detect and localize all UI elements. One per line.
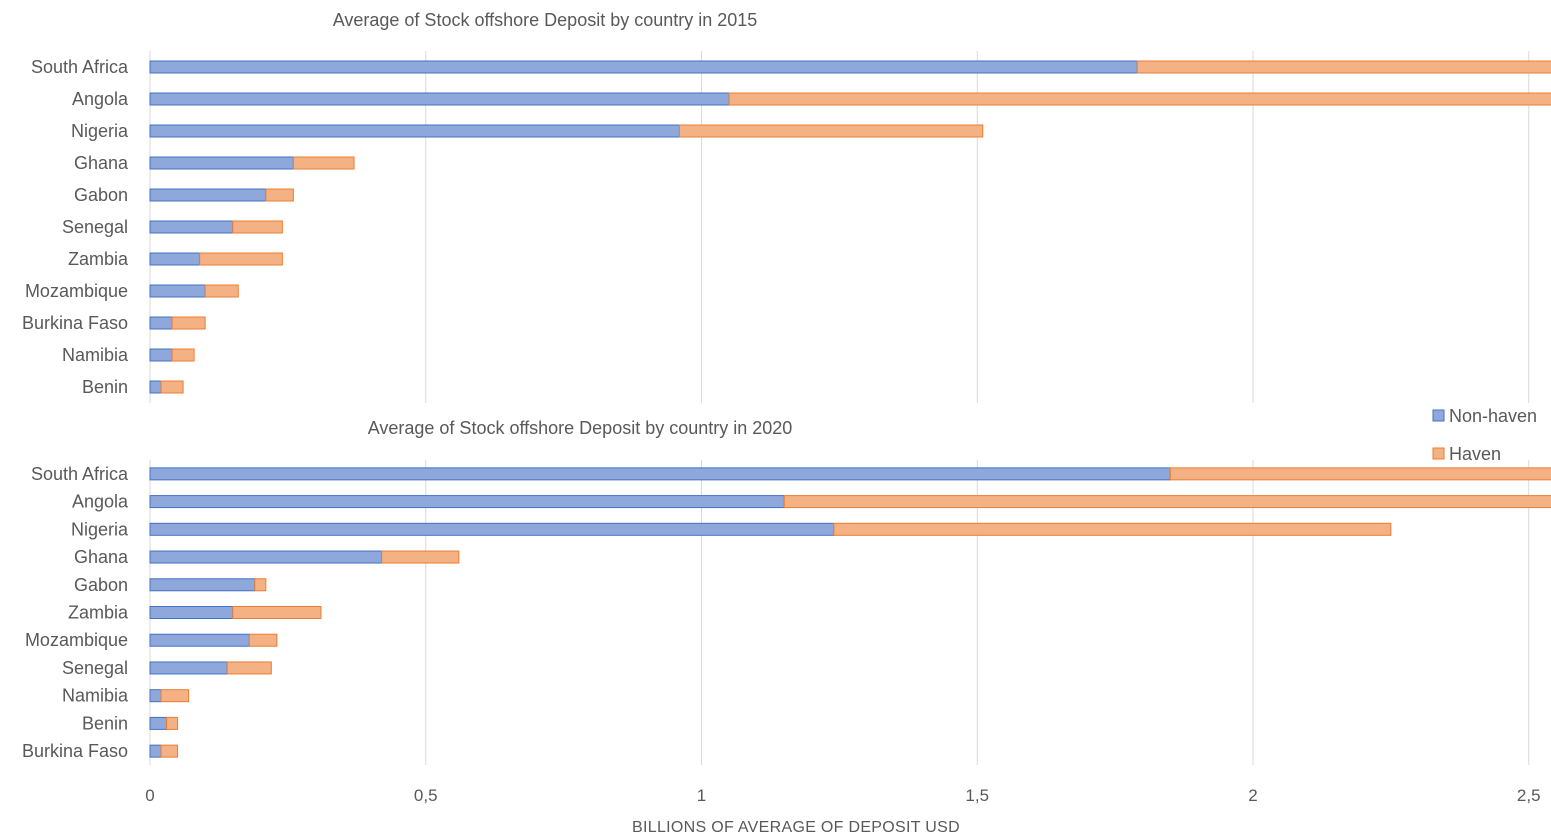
category-label-2020-gabon: Gabon [74,575,128,595]
bar-2015-gabon-non-haven [149,188,267,202]
bar-2020-namibia-haven [160,689,190,703]
bar-2020-gabon-haven [254,578,267,592]
bar-2020-zambia-haven [232,606,322,619]
category-label-2015-burkina-faso: Burkina Faso [22,313,128,333]
x-tick-label-2: 1 [697,786,706,805]
bar-2015-namibia-haven [171,348,195,362]
x-tick-label-1: 0,5 [414,786,438,805]
bar-2020-ghana-non-haven [149,550,383,564]
category-label-2015-angola: Angola [72,89,129,109]
bar-2020-senegal-haven [226,661,272,675]
bar-2015-senegal-non-haven [149,220,234,234]
bar-2020-angola-haven [783,495,1551,509]
bar-2015-mozambique-non-haven [149,284,206,298]
chart-panel-2015: Average of Stock offshore Deposit by cou… [22,10,1551,403]
category-label-2020-benin: Benin [82,713,128,733]
x-tick-label-5: 2,5 [1517,786,1541,805]
bar-2015-benin-haven [160,380,184,394]
bar-2015-south-africa-haven [1136,60,1551,74]
category-label-2020-ghana: Ghana [74,547,129,567]
bar-2015-burkina-faso-haven [171,316,206,330]
legend-item-haven: Haven [1432,444,1501,464]
bar-2020-mozambique-non-haven [149,633,250,647]
bar-2020-angola-non-haven [149,495,785,509]
category-labels-2015: South Africa Angola Nigeria Ghana Gabon Seneg… [22,57,129,397]
category-label-2020-mozambique: Mozambique [25,630,128,650]
bars-2015 [149,60,1551,394]
category-label-2020-namibia: Namibia [62,686,129,706]
category-label-2015-benin: Benin [82,377,128,397]
bar-2015-ghana-non-haven [149,156,294,170]
bar-2020-burkina-faso-non-haven [149,744,162,758]
category-label-2020-burkina-faso: Burkina Faso [22,741,128,761]
bar-2015-gabon-haven [265,188,294,202]
bar-2015-angola-non-haven [149,92,730,106]
bar-2020-nigeria-haven [833,522,1392,536]
chart-title-2015: Average of Stock offshore Deposit by cou… [333,10,758,30]
category-label-2015-zambia: Zambia [68,249,129,269]
bar-2015-zambia-haven [199,252,283,266]
bar-2020-mozambique-haven [248,633,278,647]
bars-2020 [149,467,1551,758]
category-label-2015-ghana: Ghana [74,153,129,173]
bar-2015-south-africa-non-haven [149,60,1138,74]
category-label-2020-angola: Angola [72,492,129,512]
bar-2020-senegal-non-haven [149,661,228,675]
legend-swatch-haven [1432,447,1445,460]
category-label-2020-south-africa: South Africa [31,464,129,484]
category-labels-2020: South Africa Angola Nigeria Ghana Gabon Zambi… [22,464,129,761]
x-tick-label-4: 2 [1248,786,1257,805]
category-label-2020-nigeria: Nigeria [71,519,129,539]
bar-2015-burkina-faso-non-haven [149,316,173,330]
category-label-2015-south-africa: South Africa [31,57,129,77]
bar-2020-south-africa-non-haven [149,467,1171,481]
x-tick-label-0: 0 [145,786,154,805]
bar-2015-nigeria-haven [678,124,984,138]
legend: Non-haven Haven [1432,406,1537,464]
x-axis-title: BILLIONS OF AVERAGE OF DEPOSIT USD [632,819,960,835]
legend-swatch-non-haven [1432,409,1445,422]
legend-item-non-haven: Non-haven [1432,406,1537,426]
bar-2020-ghana-haven [381,550,460,564]
bar-2015-senegal-haven [232,220,283,234]
x-tick-label-3: 1,5 [965,786,989,805]
gridlines-2015 [149,51,1530,403]
bar-2015-zambia-non-haven [149,252,201,266]
legend-label-haven: Haven [1449,444,1501,464]
bar-2020-benin-haven [166,716,179,730]
x-axis-tick-labels: 00,511,522,533,544,5 [145,786,1541,805]
bar-2020-zambia-non-haven [149,606,234,619]
chart-title-2020: Average of Stock offshore Deposit by cou… [368,418,793,438]
bar-2020-burkina-faso-haven [160,744,179,758]
bar-2020-south-africa-haven [1169,467,1551,481]
bar-2015-benin-non-haven [149,380,162,394]
bar-2020-gabon-non-haven [149,578,256,592]
chart-panel-2020: Average of Stock offshore Deposit by cou… [22,418,1551,765]
legend-label-non-haven: Non-haven [1449,406,1537,426]
bar-2020-namibia-non-haven [149,689,162,703]
category-label-2015-senegal: Senegal [62,217,128,237]
bar-2015-nigeria-non-haven [149,124,680,138]
category-label-2015-gabon: Gabon [74,185,128,205]
bar-2020-nigeria-non-haven [149,522,835,536]
bar-2015-mozambique-haven [204,284,239,298]
category-label-2020-zambia: Zambia [68,603,129,623]
bar-2020-benin-non-haven [149,716,168,730]
category-label-2015-namibia: Namibia [62,345,129,365]
bar-2015-namibia-non-haven [149,348,173,362]
bar-2015-ghana-haven [292,156,355,170]
category-label-2020-senegal: Senegal [62,658,128,678]
category-label-2015-mozambique: Mozambique [25,281,128,301]
category-label-2015-nigeria: Nigeria [71,121,129,141]
bar-2015-angola-haven [728,92,1551,106]
